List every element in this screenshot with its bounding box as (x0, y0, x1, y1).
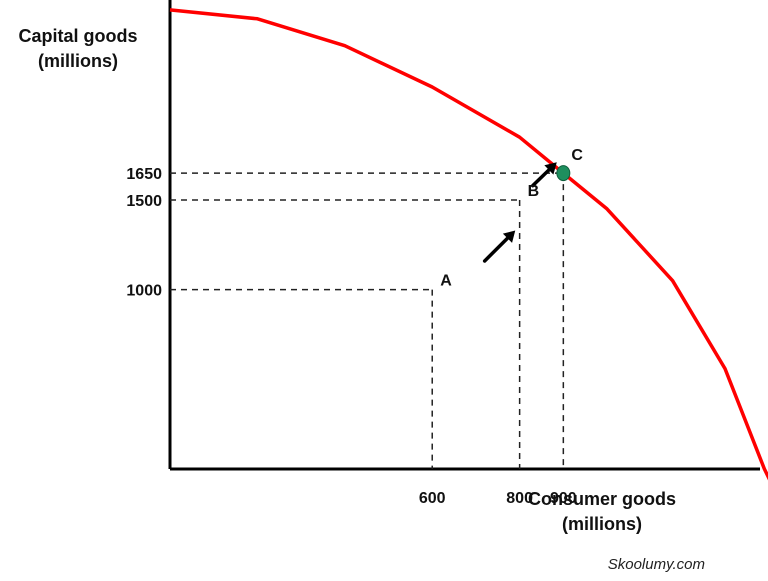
point-c-marker (556, 165, 571, 182)
x-axis-label-line1: Consumer goods (528, 489, 676, 509)
y-tick-label: 1650 (126, 166, 162, 183)
point-label-c: C (571, 147, 583, 164)
point-label-a: A (440, 273, 452, 290)
x-tick-label: 800 (506, 490, 533, 507)
x-tick-label: 900 (550, 490, 577, 507)
y-axis-label-line2: (millions) (38, 51, 118, 71)
shift-arrow (482, 230, 516, 263)
x-axis-label-line2: (millions) (562, 514, 642, 534)
y-tick-label: 1000 (126, 283, 162, 300)
watermark: Skoolumy.com (608, 556, 705, 573)
x-tick-label: 600 (419, 490, 446, 507)
y-tick-label: 1500 (126, 193, 162, 210)
shift-arrow (530, 162, 557, 188)
ppf-curve (169, 8, 768, 481)
y-axis-label-line1: Capital goods (18, 26, 137, 46)
point-label-b: B (528, 183, 540, 200)
